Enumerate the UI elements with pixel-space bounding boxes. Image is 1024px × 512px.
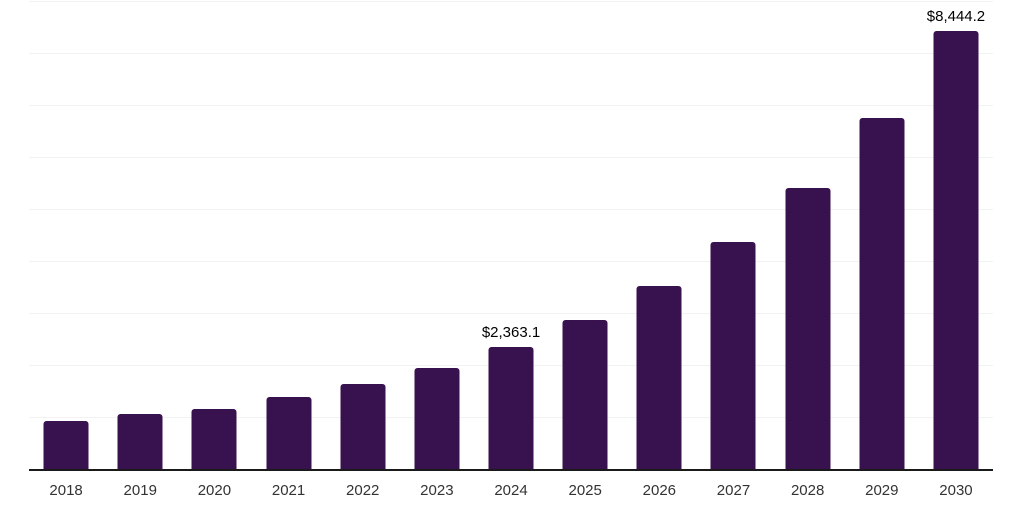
bar bbox=[636, 285, 682, 470]
bar-slot: $8,444.2 bbox=[919, 0, 993, 471]
bar-slot bbox=[400, 0, 474, 471]
plot-area: $2,363.1 $8,444.2 bbox=[29, 0, 993, 471]
bar bbox=[859, 118, 905, 470]
bar-slot bbox=[177, 0, 251, 471]
x-axis-line bbox=[29, 469, 993, 471]
gridline bbox=[29, 157, 993, 158]
bar bbox=[710, 241, 756, 470]
bar-slot bbox=[771, 0, 845, 471]
bar-slot bbox=[326, 0, 400, 471]
x-tick-label: 2027 bbox=[716, 482, 751, 499]
bar-slot bbox=[29, 0, 103, 471]
bar-slot bbox=[103, 0, 177, 471]
bar-slot bbox=[251, 0, 325, 471]
bar bbox=[562, 319, 608, 470]
gridline bbox=[29, 261, 993, 262]
x-tick-label: 2030 bbox=[939, 482, 973, 499]
bar-series: $2,363.1 $8,444.2 bbox=[29, 0, 993, 471]
x-tick-label: 2026 bbox=[642, 482, 677, 499]
bar-value-label: $2,363.1 bbox=[481, 324, 541, 342]
x-tick-label: 2024 bbox=[494, 482, 528, 499]
x-tick-label: 2029 bbox=[865, 482, 899, 499]
bar bbox=[488, 347, 534, 470]
bar bbox=[785, 187, 831, 470]
x-tick-label: 2023 bbox=[420, 482, 454, 499]
x-axis-tick-labels: 2018 2019 2020 2021 2022 2023 2024 2025 2026 2027… bbox=[29, 482, 993, 500]
gridline bbox=[29, 313, 993, 314]
gridline bbox=[29, 105, 993, 106]
bar-slot bbox=[696, 0, 770, 471]
bar bbox=[43, 420, 89, 470]
bar bbox=[117, 414, 163, 470]
bar-slot bbox=[548, 0, 622, 471]
gridline bbox=[29, 1, 993, 2]
bar bbox=[933, 30, 979, 470]
bar bbox=[266, 396, 312, 470]
x-tick-label: 2022 bbox=[346, 482, 380, 499]
x-tick-label: 2021 bbox=[271, 482, 306, 499]
x-tick-label: 2019 bbox=[123, 482, 157, 499]
x-tick-label: 2028 bbox=[790, 482, 825, 499]
x-tick-label: 2025 bbox=[568, 482, 602, 499]
bar bbox=[340, 383, 386, 470]
bar-value-label: $8,444.2 bbox=[926, 7, 986, 25]
x-tick-label: 2018 bbox=[49, 482, 83, 499]
bar-slot bbox=[622, 0, 696, 471]
bar bbox=[414, 368, 460, 470]
bar-slot: $2,363.1 bbox=[474, 0, 548, 471]
gridline bbox=[29, 53, 993, 54]
bar-slot bbox=[845, 0, 919, 471]
x-tick-label: 2020 bbox=[197, 482, 232, 499]
gridline bbox=[29, 209, 993, 210]
bar bbox=[191, 408, 237, 470]
